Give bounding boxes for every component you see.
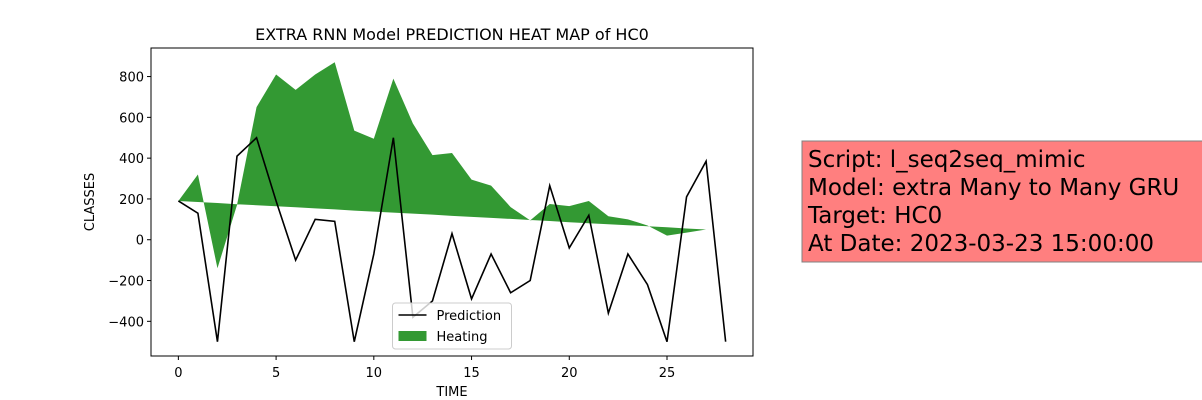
y-axis-label: CLASSES [83, 173, 98, 231]
x-tick-label: 0 [174, 366, 182, 381]
legend-label: Heating [437, 330, 488, 345]
x-tick-label: 25 [659, 366, 676, 381]
legend-label: Prediction [437, 309, 502, 324]
annotation-box [801, 140, 1202, 263]
x-axis-label: TIME [435, 385, 467, 400]
prediction-line [177, 136, 727, 342]
y-tick-label: 400 [119, 152, 144, 167]
y-tick-label: −400 [108, 315, 144, 330]
annotation-line: Target: HC0 [807, 203, 942, 229]
y-tick-label: 0 [136, 234, 144, 249]
x-tick-label: 5 [272, 366, 280, 381]
plot-frame [150, 47, 754, 357]
legend-swatch [398, 331, 427, 341]
chart-title: EXTRA RNN Model PREDICTION HEAT MAP of H… [255, 25, 649, 44]
x-tick-label: 15 [463, 366, 480, 381]
annotation-line: At Date: 2023-03-23 15:00:00 [808, 231, 1154, 257]
y-tick-label: −200 [108, 275, 144, 290]
x-tick-label: 10 [366, 366, 383, 381]
annotation-line: Model: extra Many to Many GRU [808, 175, 1179, 201]
y-tick-label: 200 [119, 193, 144, 208]
x-tick-label: 20 [561, 366, 578, 381]
annotation-line: Script: l_seq2seq_mimic [808, 147, 1086, 173]
heating-area [178, 62, 726, 269]
y-tick-label: 600 [119, 111, 144, 126]
y-tick-label: 800 [119, 71, 144, 86]
